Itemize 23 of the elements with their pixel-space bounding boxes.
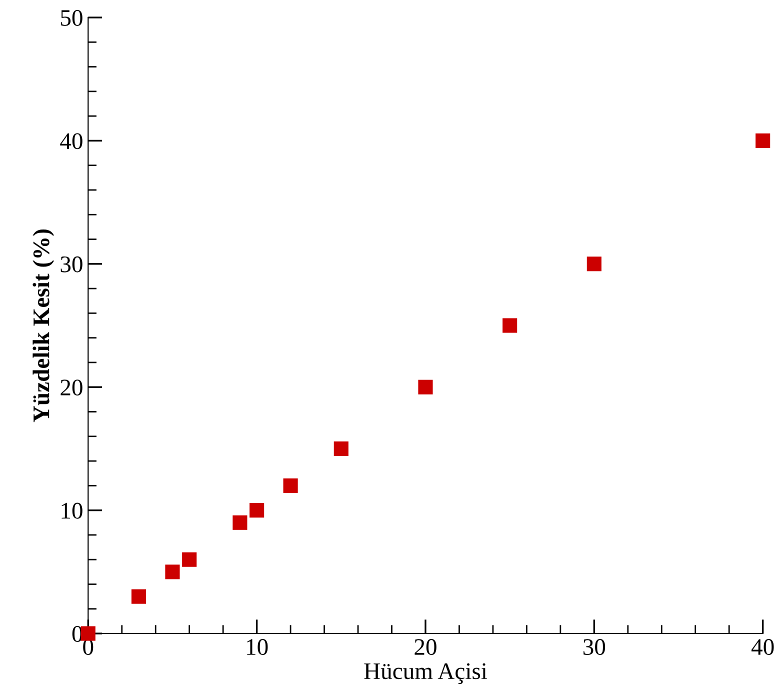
point (131, 589, 146, 604)
point (232, 515, 248, 530)
point (80, 626, 96, 641)
y-tick-label: 40 (60, 133, 82, 150)
y-tick-label: 20 (60, 380, 82, 396)
point (165, 564, 180, 580)
x-tick-label: 40 (751, 639, 774, 655)
point (418, 380, 433, 394)
y-tick-label: 10 (62, 502, 82, 519)
point (283, 478, 298, 493)
point (502, 318, 518, 333)
x-tick-label: 20 (414, 639, 436, 655)
point (250, 503, 264, 518)
x-axis-title: Hücum Açisi (364, 663, 488, 684)
point (334, 441, 348, 456)
point (182, 552, 197, 567)
x-tick-label: 30 (583, 639, 606, 655)
x-tick-label: 10 (247, 639, 268, 655)
y-tick-label: 50 (61, 10, 82, 26)
point (586, 256, 602, 272)
y-tick-label: 30 (60, 256, 82, 272)
y-axis-title: Yüzdelik Kesit (%) (32, 229, 54, 422)
point (756, 133, 770, 148)
